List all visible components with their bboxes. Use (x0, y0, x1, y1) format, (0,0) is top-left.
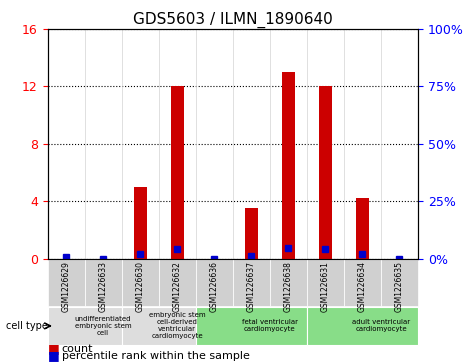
FancyBboxPatch shape (307, 307, 418, 345)
FancyBboxPatch shape (48, 307, 122, 345)
Text: GSM1226636: GSM1226636 (210, 261, 218, 312)
FancyBboxPatch shape (196, 307, 307, 345)
Text: count: count (62, 344, 93, 354)
FancyBboxPatch shape (122, 259, 159, 306)
Text: ■: ■ (48, 342, 59, 355)
FancyBboxPatch shape (48, 259, 85, 306)
Bar (356, 199, 369, 259)
Text: fetal ventricular
cardiomyocyte: fetal ventricular cardiomyocyte (242, 319, 298, 333)
Text: embryonic stem
cell-derived
ventricular
cardiomyocyte: embryonic stem cell-derived ventricular … (149, 313, 206, 339)
Text: GSM1226634: GSM1226634 (358, 261, 367, 312)
Bar (133, 187, 147, 259)
FancyBboxPatch shape (233, 259, 270, 306)
Text: adult ventricular
cardiomyocyte: adult ventricular cardiomyocyte (352, 319, 410, 333)
Text: GSM1226631: GSM1226631 (321, 261, 330, 312)
Text: percentile rank within the sample: percentile rank within the sample (62, 351, 250, 362)
Title: GDS5603 / ILMN_1890640: GDS5603 / ILMN_1890640 (133, 12, 332, 28)
Bar (319, 86, 332, 259)
FancyBboxPatch shape (196, 259, 233, 306)
Text: GSM1226633: GSM1226633 (99, 261, 107, 312)
Text: GSM1226630: GSM1226630 (136, 261, 144, 312)
Bar (282, 72, 295, 259)
Bar (171, 86, 184, 259)
Bar (245, 208, 258, 259)
Text: GSM1226632: GSM1226632 (173, 261, 181, 312)
Text: GSM1226629: GSM1226629 (62, 261, 70, 312)
FancyBboxPatch shape (344, 259, 381, 306)
Text: undifferentiated
embryonic stem
cell: undifferentiated embryonic stem cell (75, 316, 132, 336)
FancyBboxPatch shape (122, 307, 196, 345)
Text: ■: ■ (48, 349, 59, 362)
FancyBboxPatch shape (85, 259, 122, 306)
Text: GSM1226635: GSM1226635 (395, 261, 404, 312)
FancyBboxPatch shape (381, 259, 418, 306)
FancyBboxPatch shape (159, 259, 196, 306)
FancyBboxPatch shape (270, 259, 307, 306)
Text: GSM1226637: GSM1226637 (247, 261, 256, 312)
Text: GSM1226638: GSM1226638 (284, 261, 293, 312)
Text: cell type: cell type (6, 321, 48, 331)
FancyBboxPatch shape (307, 259, 344, 306)
